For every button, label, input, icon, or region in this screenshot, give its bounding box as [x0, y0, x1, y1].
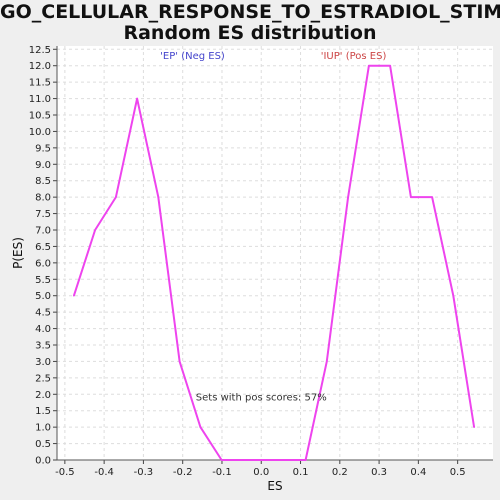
y-tick-label: 3.5	[35, 341, 51, 352]
data-point	[368, 64, 370, 67]
y-tick-label: 4.5	[35, 308, 51, 319]
y-tick-label: 10.0	[29, 127, 51, 138]
data-point	[431, 196, 433, 198]
x-tick-label: 0.5	[450, 467, 466, 478]
y-tick-label: 5.5	[35, 275, 51, 286]
y-tick-label: 2.0	[35, 390, 51, 401]
y-tick-label: 0.0	[35, 456, 51, 467]
annotations: 'EP' (Neg ES) 'IUP' (Pos ES) Sets with pos…	[160, 51, 386, 404]
y-tick-label: 11.0	[29, 94, 51, 105]
y-tick-label: 1.5	[35, 406, 51, 417]
y-tick-label: 7.0	[35, 226, 51, 237]
y-tick-label: 12.0	[29, 61, 51, 72]
y-tick-label: 8.5	[35, 176, 51, 187]
x-tick-label: -0.3	[134, 467, 154, 478]
y-tick-label: 7.5	[35, 209, 51, 220]
data-point	[199, 426, 202, 428]
y-tick-label: 11.5	[29, 78, 51, 89]
x-tick-label: 0.3	[371, 467, 387, 478]
x-tick-label: 0.0	[253, 467, 269, 478]
data-point	[284, 459, 286, 461]
y-tick-label: 6.0	[35, 258, 51, 269]
y-tick-label: 8.0	[35, 193, 51, 204]
data-point	[94, 229, 96, 231]
data-point	[304, 459, 307, 461]
data-point	[220, 459, 223, 461]
data-point	[73, 294, 75, 297]
y-tick-label: 1.0	[35, 423, 51, 434]
x-tick-label: 0.4	[410, 467, 426, 478]
x-tick-label: 0.1	[293, 467, 309, 478]
x-tick-label: -0.5	[55, 467, 75, 478]
data-point	[178, 360, 181, 363]
y-axis-label: P(ES)	[11, 237, 25, 269]
data-point	[410, 196, 412, 198]
y-tick-label: 12.5	[29, 45, 51, 56]
y-tick-label: 4.0	[35, 324, 51, 335]
data-point	[347, 196, 349, 198]
x-axis-label: ES	[267, 479, 282, 493]
data-point	[136, 97, 138, 100]
data-point	[262, 459, 265, 461]
data-point	[326, 360, 328, 363]
x-tick-label: -0.2	[173, 467, 193, 478]
axes: 0.0 0.5 1.0 1.5 2.0 2.5 3.0 3.5 4.0 4.5 5.0 5.5 6.0 6…	[29, 45, 493, 478]
y-tick-label: 3.0	[35, 357, 51, 368]
data-point	[473, 426, 475, 428]
series-line	[72, 64, 476, 461]
y-tick-label: 5.0	[35, 291, 51, 302]
data-point	[241, 459, 244, 461]
x-tick-label: -0.1	[212, 467, 232, 478]
y-tick-label: 9.0	[35, 160, 51, 171]
data-point	[389, 64, 391, 67]
annotation-label: 'IUP' (Pos ES)	[321, 51, 387, 62]
y-tick-label: 2.5	[35, 373, 51, 384]
data-point	[157, 196, 160, 198]
data-point	[115, 196, 117, 198]
data-point	[452, 294, 455, 297]
y-tick-label: 10.5	[29, 111, 51, 122]
x-tick-label: 0.2	[332, 467, 348, 478]
chart-title-line-2: Random ES distribution	[123, 22, 377, 44]
y-tick-label: 0.5	[35, 439, 51, 450]
y-tick-label: 6.5	[35, 242, 51, 253]
x-tick-label: -0.4	[94, 467, 114, 478]
series-layer	[72, 64, 476, 461]
grid-lines	[57, 46, 493, 461]
chart-title: GO_CELLULAR_RESPONSE_TO_ESTRADIOL_STIMUL…	[0, 2, 500, 44]
annotation-label: Sets with pos scores: 57%	[196, 393, 327, 404]
chart-title-line-1: GO_CELLULAR_RESPONSE_TO_ESTRADIOL_STIMUL…	[0, 1, 500, 23]
annotation-label: 'EP' (Neg ES)	[160, 51, 225, 62]
y-tick-label: 9.5	[35, 143, 51, 154]
